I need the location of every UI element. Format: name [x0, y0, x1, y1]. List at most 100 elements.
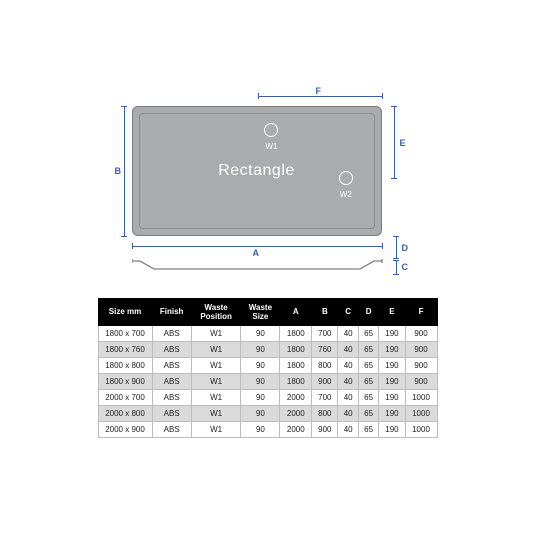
dim-label-b: B [115, 166, 122, 176]
table-cell: 2000 x 700 [98, 389, 152, 405]
col-header: Size mm [98, 298, 152, 325]
dim-line-a [132, 246, 382, 247]
table-cell: 900 [405, 341, 437, 357]
col-header: B [312, 298, 338, 325]
spec-table-body: 1800 x 700ABSW190180070040651909001800 x… [98, 325, 437, 437]
table-cell: 40 [338, 325, 358, 341]
dim-label-d: D [402, 243, 409, 253]
table-row: 2000 x 800ABSW190200080040651901000 [98, 405, 437, 421]
spec-table: Size mmFinishWastePositionWasteSizeABCDE… [98, 298, 438, 438]
table-cell: ABS [152, 325, 191, 341]
table-cell: 65 [358, 325, 378, 341]
table-cell: W1 [191, 373, 241, 389]
table-cell: 800 [312, 357, 338, 373]
table-cell: 2000 [280, 389, 312, 405]
table-cell: 190 [379, 357, 405, 373]
table-cell: 700 [312, 389, 338, 405]
table-row: 2000 x 700ABSW190200070040651901000 [98, 389, 437, 405]
table-cell: 2000 x 900 [98, 421, 152, 437]
table-cell: 65 [358, 357, 378, 373]
product-spec-card: F B E Rectangle W1 W2 A [68, 68, 468, 468]
table-cell: 190 [379, 341, 405, 357]
col-header: F [405, 298, 437, 325]
table-cell: 2000 [280, 421, 312, 437]
table-cell: 90 [241, 421, 280, 437]
dim-label-f: F [316, 86, 322, 96]
table-cell: 760 [312, 341, 338, 357]
table-cell: 40 [338, 421, 358, 437]
table-cell: 900 [405, 373, 437, 389]
table-cell: W1 [191, 389, 241, 405]
tray-top-view: Rectangle W1 W2 [132, 106, 382, 236]
dim-line-f [258, 96, 382, 97]
table-cell: 65 [358, 341, 378, 357]
table-cell: ABS [152, 421, 191, 437]
table-cell: 190 [379, 405, 405, 421]
col-header: C [338, 298, 358, 325]
table-cell: 40 [338, 405, 358, 421]
table-cell: 1000 [405, 389, 437, 405]
table-cell: 190 [379, 373, 405, 389]
table-cell: 40 [338, 389, 358, 405]
table-cell: 1800 x 800 [98, 357, 152, 373]
waste-point-w2 [339, 171, 353, 185]
table-cell: ABS [152, 389, 191, 405]
table-cell: 1800 [280, 325, 312, 341]
col-header: WastePosition [191, 298, 241, 325]
shape-label: Rectangle [218, 162, 295, 180]
table-cell: W1 [191, 357, 241, 373]
waste-point-w1 [264, 123, 278, 137]
table-cell: 65 [358, 373, 378, 389]
table-cell: 1800 x 700 [98, 325, 152, 341]
col-header: D [358, 298, 378, 325]
table-cell: W1 [191, 421, 241, 437]
col-header: E [379, 298, 405, 325]
table-cell: 900 [405, 357, 437, 373]
table-cell: ABS [152, 373, 191, 389]
table-cell: ABS [152, 341, 191, 357]
table-cell: 90 [241, 325, 280, 341]
col-header: A [280, 298, 312, 325]
table-cell: 65 [358, 389, 378, 405]
table-cell: 1800 [280, 357, 312, 373]
waste-label-w2: W2 [340, 190, 352, 199]
waste-label-w1: W1 [265, 142, 277, 151]
spec-table-head: Size mmFinishWastePositionWasteSizeABCDE… [98, 298, 437, 325]
table-cell: W1 [191, 341, 241, 357]
table-cell: 1800 x 900 [98, 373, 152, 389]
table-cell: 1000 [405, 421, 437, 437]
table-cell: 800 [312, 405, 338, 421]
table-cell: W1 [191, 405, 241, 421]
table-cell: 190 [379, 325, 405, 341]
table-cell: 1800 x 760 [98, 341, 152, 357]
table-cell: 1000 [405, 405, 437, 421]
dim-line-c [396, 260, 397, 274]
table-cell: 700 [312, 325, 338, 341]
table-row: 1800 x 800ABSW19018008004065190900 [98, 357, 437, 373]
table-cell: 40 [338, 341, 358, 357]
table-cell: 40 [338, 357, 358, 373]
tray-profile-view [132, 258, 394, 274]
table-row: 1800 x 760ABSW19018007604065190900 [98, 341, 437, 357]
table-cell: 90 [241, 373, 280, 389]
table-row: 1800 x 700ABSW19018007004065190900 [98, 325, 437, 341]
table-cell: 2000 [280, 405, 312, 421]
table-cell: W1 [191, 325, 241, 341]
table-cell: ABS [152, 357, 191, 373]
table-cell: 40 [338, 373, 358, 389]
table-row: 2000 x 900ABSW190200090040651901000 [98, 421, 437, 437]
table-cell: 65 [358, 421, 378, 437]
table-row: 1800 x 900ABSW19018009004065190900 [98, 373, 437, 389]
dim-line-e [394, 106, 395, 178]
table-cell: 90 [241, 405, 280, 421]
table-cell: 65 [358, 405, 378, 421]
table-cell: 1800 [280, 341, 312, 357]
dim-label-a: A [253, 248, 260, 258]
dim-line-d [396, 236, 397, 258]
dim-label-c: C [402, 262, 409, 272]
table-cell: 90 [241, 389, 280, 405]
dim-line-b [124, 106, 125, 236]
table-cell: 90 [241, 341, 280, 357]
dim-label-e: E [400, 138, 406, 148]
table-cell: 900 [312, 421, 338, 437]
